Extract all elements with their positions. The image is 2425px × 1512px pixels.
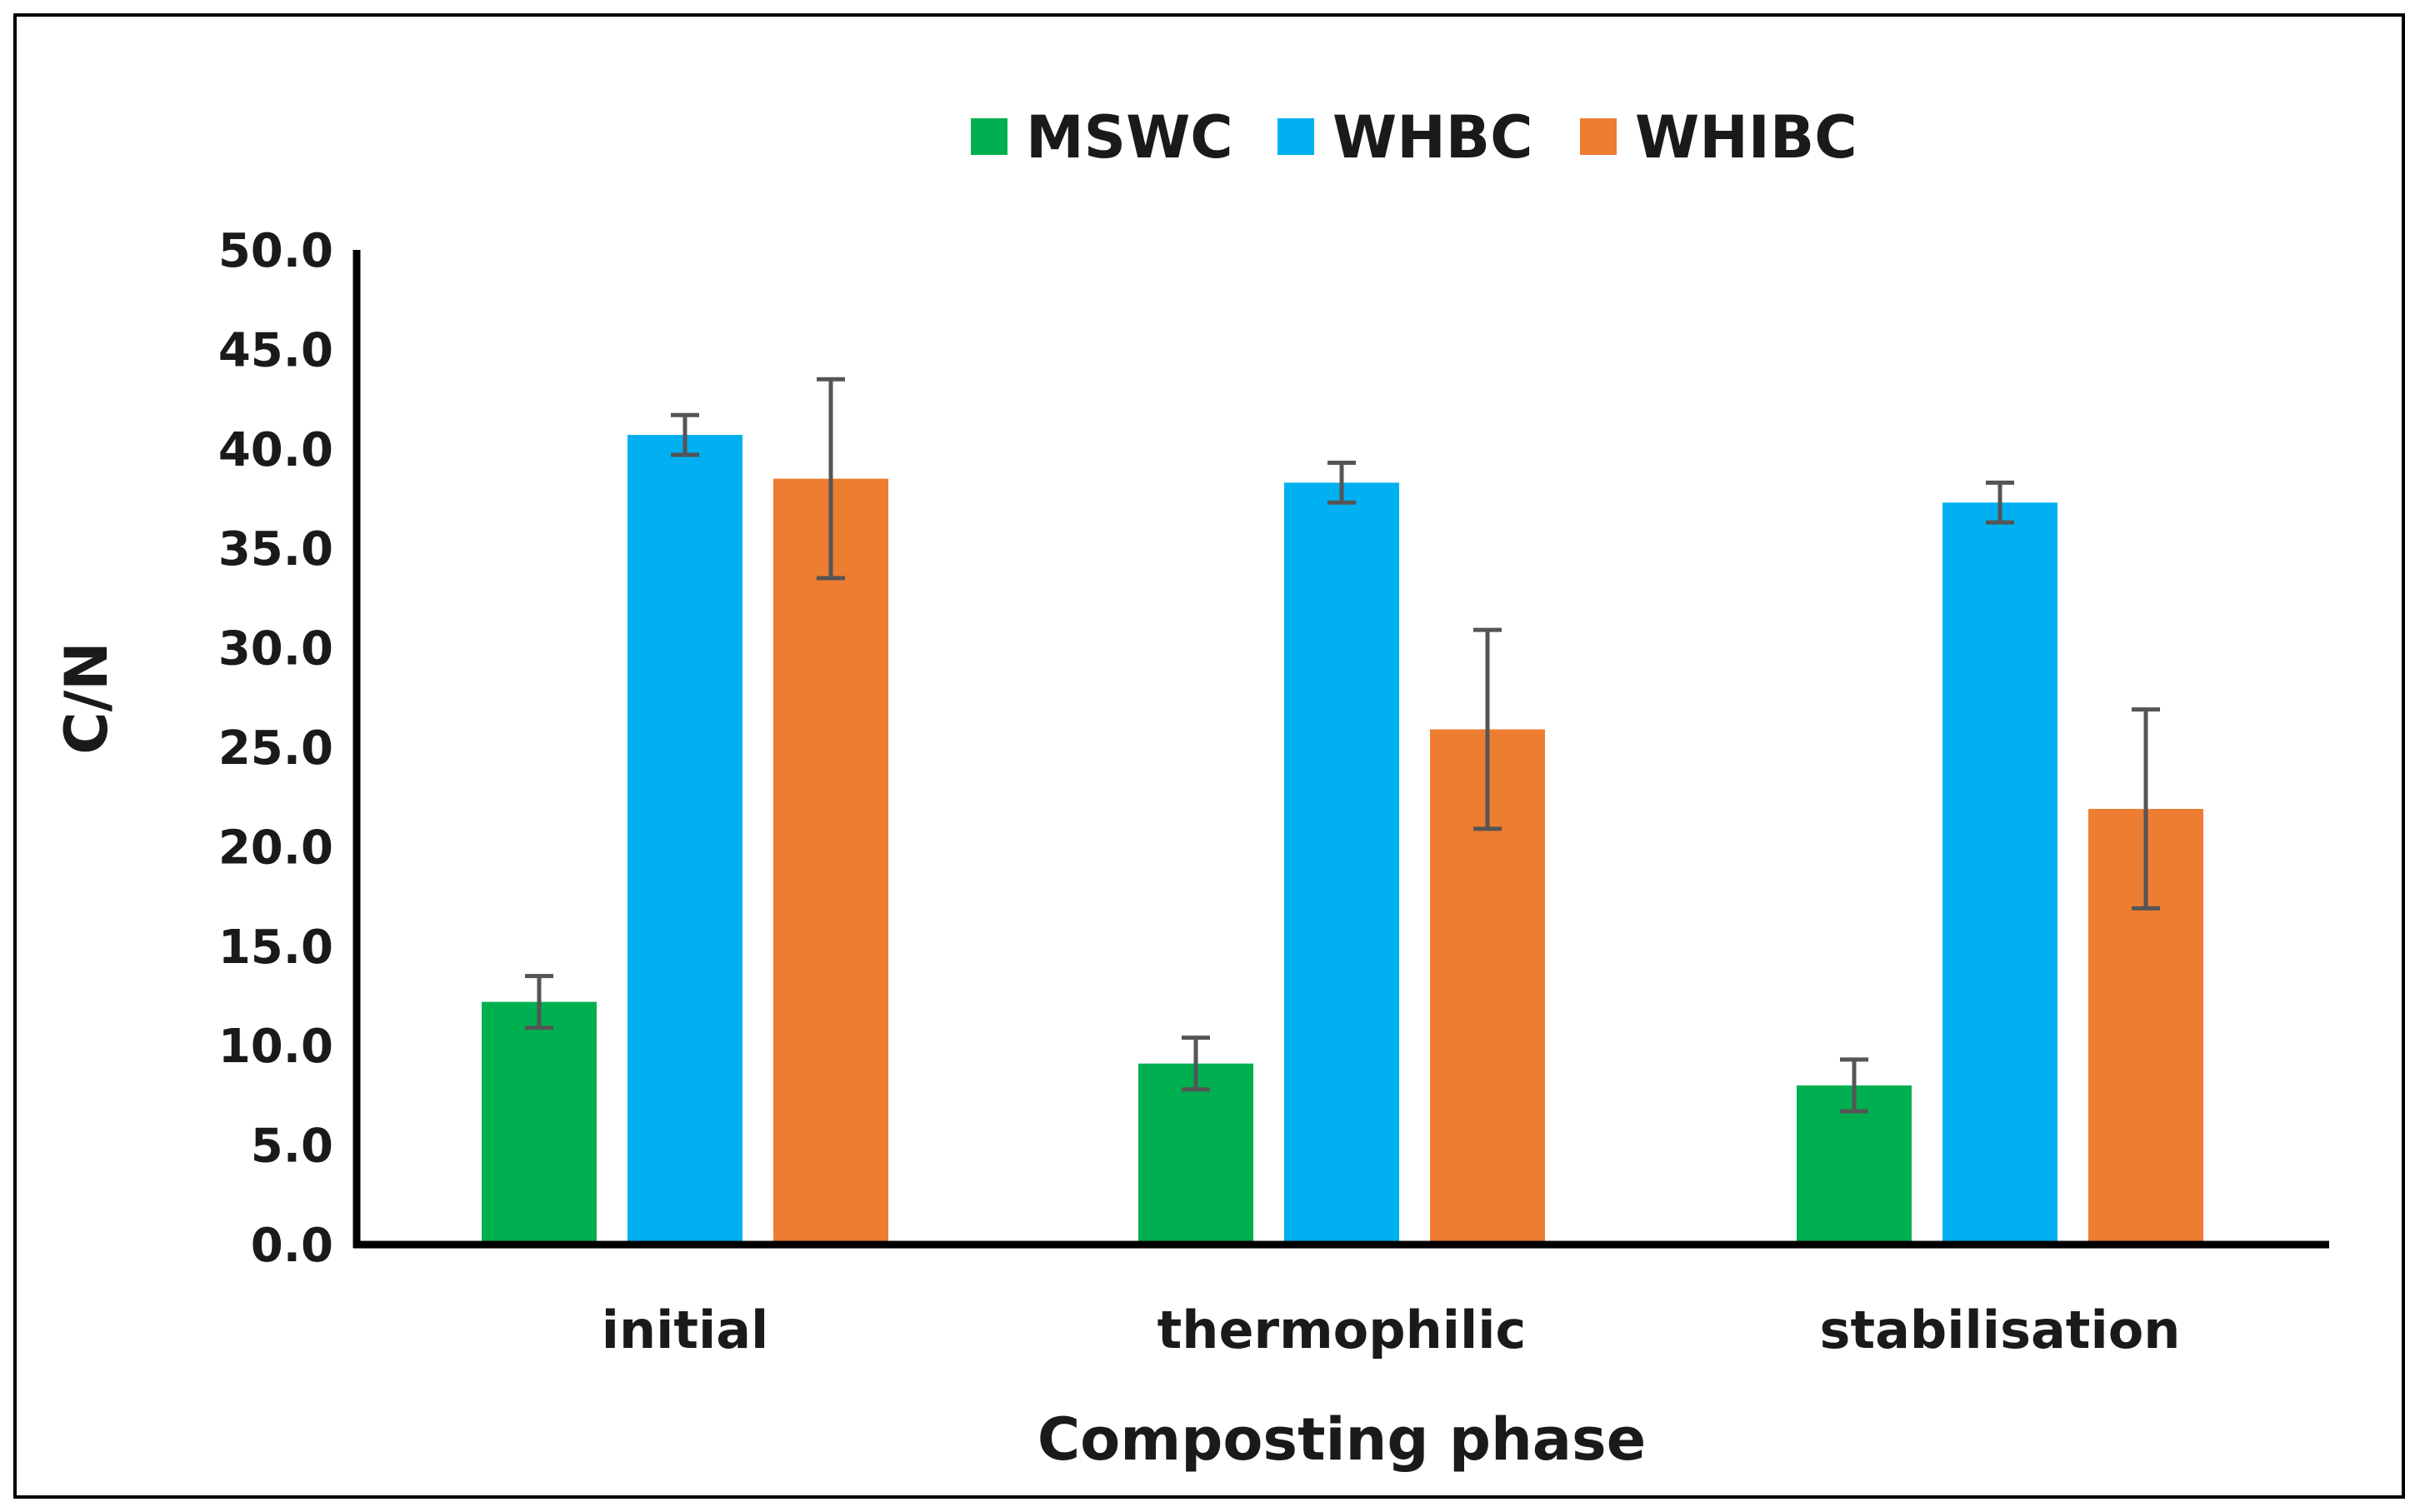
legend-swatch-whbc (1278, 118, 1314, 155)
y-axis-title: C/N (52, 641, 121, 755)
bar-whbc-initial (628, 435, 742, 1245)
y-tick-label: 40.0 (218, 423, 333, 477)
legend-label-mswc: MSWC (1026, 103, 1233, 172)
x-category-label: thermophilic (1158, 1300, 1527, 1360)
x-axis-title: Composting phase (1038, 1405, 1646, 1474)
legend-label-whibc: WHIBC (1635, 103, 1858, 172)
y-tick-label: 25.0 (218, 721, 333, 776)
y-tick-label: 45.0 (218, 323, 333, 377)
y-tick-label: 5.0 (251, 1120, 333, 1174)
legend-swatch-whibc (1580, 118, 1617, 155)
x-category-label: stabilisation (1820, 1300, 2181, 1360)
x-category-label: initial (602, 1300, 769, 1360)
y-tick-label: 35.0 (218, 522, 333, 576)
legend-label-whbc: WHBC (1332, 103, 1533, 172)
y-tick-label: 10.0 (218, 1020, 333, 1074)
bar-whbc-thermophilic (1284, 482, 1399, 1245)
y-tick-label: 50.0 (218, 224, 333, 278)
bar-mswc-thermophilic (1138, 1063, 1253, 1245)
y-tick-label: 20.0 (218, 821, 333, 875)
bar-mswc-initial (482, 1001, 597, 1245)
y-tick-label: 0.0 (251, 1219, 333, 1273)
bar-whibc-initial (773, 478, 888, 1245)
y-tick-label: 30.0 (218, 622, 333, 676)
legend-swatch-mswc (971, 118, 1008, 155)
y-tick-label: 15.0 (218, 921, 333, 975)
bar-whbc-stabilisation (1942, 502, 2058, 1245)
